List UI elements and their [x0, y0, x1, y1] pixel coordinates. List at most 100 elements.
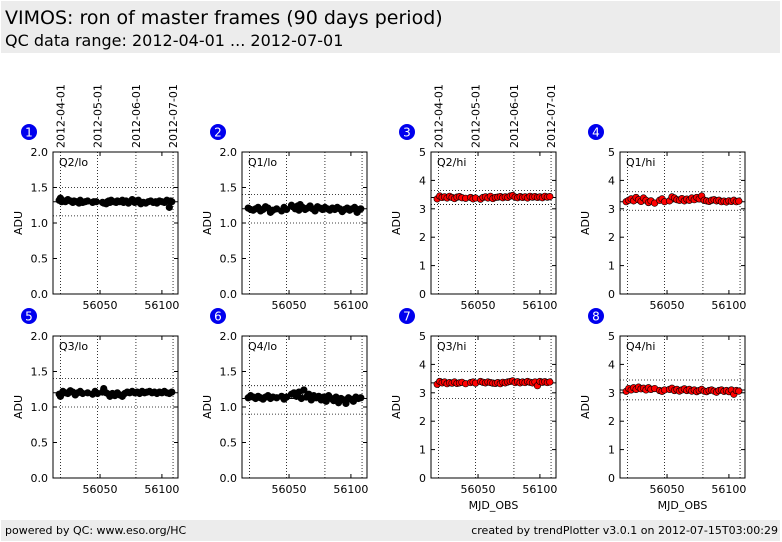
x-tick-label: 56050	[272, 299, 307, 312]
y-tick-label: 5	[608, 330, 615, 343]
y-axis-label: ADU	[390, 395, 403, 419]
panel-number: 8	[592, 310, 600, 324]
y-tick-label: 2	[608, 415, 615, 428]
panel-number: 7	[403, 310, 411, 324]
y-axis-label: ADU	[579, 211, 592, 235]
y-axis-label: ADU	[201, 395, 214, 419]
footer-credit: powered by QC: www.eso.org/HC	[5, 524, 187, 537]
panel-badge	[210, 308, 226, 324]
panel-number: 5	[25, 310, 33, 324]
y-tick-label: 2.0	[220, 330, 238, 343]
y-tick-label: 3	[608, 387, 615, 400]
data-point	[168, 388, 176, 396]
date-tick-label: 2012-06-01	[130, 84, 143, 148]
y-tick-label: 1.0	[220, 217, 238, 230]
page-title: VIMOS: ron of master frames (90 days per…	[5, 7, 443, 29]
y-tick-label: 5	[419, 330, 426, 343]
y-tick-label: 0.0	[220, 472, 238, 485]
y-tick-label: 0	[419, 472, 426, 485]
x-tick-label: 56100	[144, 483, 179, 496]
plot-frame	[430, 335, 557, 479]
plot-frame	[241, 335, 368, 479]
panel-3: 0 1 2 3 4 5 56050 56100 Q2/hi ADU 2012-04-01 2012-0…	[390, 84, 558, 312]
y-tick-label: 0.5	[31, 253, 49, 266]
y-tick-label: 0	[608, 288, 615, 301]
x-axis-label: MJD_OBS	[469, 499, 519, 512]
data-point	[735, 197, 743, 205]
panel-label: Q4/lo	[248, 340, 277, 353]
panel-badge	[588, 124, 604, 140]
data-point	[300, 386, 308, 394]
y-tick-label: 4	[608, 174, 615, 187]
y-axis-label: ADU	[12, 211, 25, 235]
panel-number: 4	[592, 126, 600, 140]
y-tick-label: 3	[419, 387, 426, 400]
y-tick-label: 2.0	[31, 330, 49, 343]
panel-label: Q2/lo	[59, 156, 88, 169]
y-tick-label: 4	[419, 358, 426, 371]
y-axis-label: ADU	[579, 395, 592, 419]
x-tick-label: 56100	[333, 483, 368, 496]
y-tick-label: 0.5	[220, 437, 238, 450]
y-tick-label: 1.0	[31, 401, 49, 414]
data-point	[168, 198, 176, 206]
y-tick-label: 2	[419, 231, 426, 244]
panel-label: Q1/lo	[248, 156, 277, 169]
panel-number: 1	[25, 126, 33, 140]
date-tick-label: 2012-06-01	[508, 84, 521, 148]
y-axis-label: ADU	[12, 395, 25, 419]
y-tick-label: 2	[419, 415, 426, 428]
panel-badge	[399, 308, 415, 324]
y-tick-label: 5	[419, 146, 426, 159]
x-tick-label: 56100	[144, 299, 179, 312]
y-tick-label: 5	[608, 146, 615, 159]
x-tick-label: 56050	[650, 299, 685, 312]
data-point	[735, 387, 743, 395]
plot-frame	[430, 151, 557, 295]
x-axis-label: MJD_OBS	[658, 499, 708, 512]
y-tick-label: 4	[608, 358, 615, 371]
y-tick-label: 2.0	[220, 146, 238, 159]
plot-frame	[52, 151, 179, 295]
panel-label: Q4/hi	[626, 340, 655, 353]
panel-2: 0.0 0.5 1.0 1.5 2.0 56050 56100 Q1/lo ADU 2	[201, 124, 368, 312]
panel-badge	[210, 124, 226, 140]
data-point	[357, 205, 365, 213]
y-tick-label: 1	[608, 260, 615, 273]
x-tick-label: 56050	[461, 299, 496, 312]
x-tick-label: 56100	[711, 299, 746, 312]
panel-label: Q3/lo	[59, 340, 88, 353]
y-tick-label: 3	[419, 203, 426, 216]
y-axis-label: ADU	[201, 211, 214, 235]
footer-creator: created by trendPlotter v3.0.1 on 2012-0…	[471, 524, 778, 537]
panel-number: 2	[214, 126, 222, 140]
x-tick-label: 56050	[272, 483, 307, 496]
panel-7: 0 1 2 3 4 5 56050 56100 Q3/hi ADU MJD_OBS 7	[390, 308, 557, 512]
y-tick-label: 1	[608, 444, 615, 457]
panel-label: Q3/hi	[437, 340, 466, 353]
y-tick-label: 1.5	[31, 366, 49, 379]
data-point	[546, 378, 554, 386]
panel-8: 0 1 2 3 4 5 56050 56100 Q4/hi ADU MJD_OBS 8	[579, 308, 746, 512]
y-tick-label: 1	[419, 260, 426, 273]
date-tick-label: 2012-05-01	[470, 84, 483, 148]
header-bar: VIMOS: ron of master frames (90 days per…	[1, 1, 780, 53]
y-tick-label: 4	[419, 174, 426, 187]
x-tick-label: 56100	[711, 483, 746, 496]
y-tick-label: 0.0	[31, 472, 49, 485]
x-tick-label: 56050	[461, 483, 496, 496]
data-point	[357, 394, 365, 402]
y-tick-label: 0.5	[220, 253, 238, 266]
plot-frame	[619, 335, 746, 479]
page-subtitle: QC data range: 2012-04-01 ... 2012-07-01	[5, 31, 344, 50]
data-point	[282, 205, 291, 214]
y-tick-label: 0.5	[31, 437, 49, 450]
y-tick-label: 3	[608, 203, 615, 216]
panel-5: 0.0 0.5 1.0 1.5 2.0 56050 56100 Q3/lo ADU 5	[12, 308, 179, 496]
plot-frame	[241, 151, 368, 295]
panel-6: 0.0 0.5 1.0 1.5 2.0 56050 56100 Q4/lo ADU 6	[201, 308, 368, 496]
x-tick-label: 56050	[650, 483, 685, 496]
x-tick-label: 56100	[522, 483, 557, 496]
